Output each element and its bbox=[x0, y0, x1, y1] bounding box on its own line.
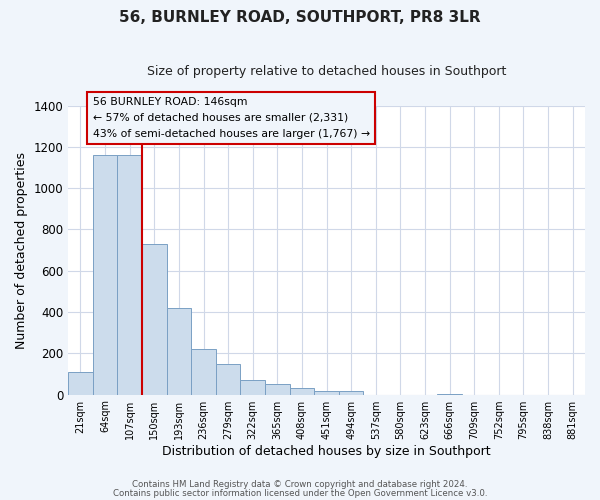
Bar bbox=[68, 372, 93, 394]
Bar bbox=[339, 392, 364, 394]
Bar bbox=[290, 388, 314, 394]
Text: 56 BURNLEY ROAD: 146sqm
← 57% of detached houses are smaller (2,331)
43% of semi: 56 BURNLEY ROAD: 146sqm ← 57% of detache… bbox=[93, 98, 370, 138]
Text: Contains public sector information licensed under the Open Government Licence v3: Contains public sector information licen… bbox=[113, 488, 487, 498]
Bar bbox=[265, 384, 290, 394]
Text: Contains HM Land Registry data © Crown copyright and database right 2024.: Contains HM Land Registry data © Crown c… bbox=[132, 480, 468, 489]
X-axis label: Distribution of detached houses by size in Southport: Distribution of detached houses by size … bbox=[162, 444, 491, 458]
Bar bbox=[216, 364, 241, 394]
Bar bbox=[314, 391, 339, 394]
Bar bbox=[167, 308, 191, 394]
Y-axis label: Number of detached properties: Number of detached properties bbox=[15, 152, 28, 348]
Bar bbox=[93, 155, 118, 394]
Bar bbox=[118, 155, 142, 394]
Bar bbox=[191, 349, 216, 395]
Bar bbox=[241, 380, 265, 394]
Title: Size of property relative to detached houses in Southport: Size of property relative to detached ho… bbox=[147, 65, 506, 78]
Bar bbox=[142, 244, 167, 394]
Text: 56, BURNLEY ROAD, SOUTHPORT, PR8 3LR: 56, BURNLEY ROAD, SOUTHPORT, PR8 3LR bbox=[119, 10, 481, 25]
